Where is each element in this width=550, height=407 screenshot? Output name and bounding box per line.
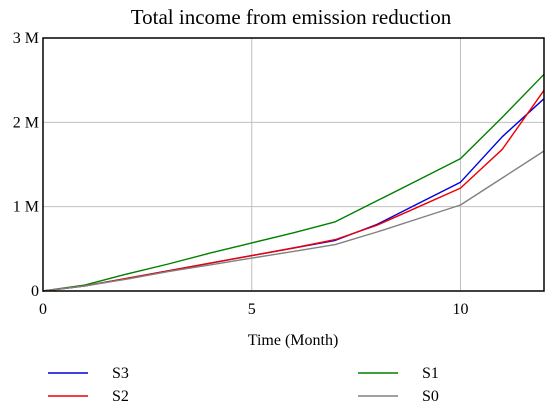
y-tick-label: 1 M: [13, 199, 39, 216]
x-tick-labels: 0 5 10: [39, 301, 469, 318]
chart-title: Total income from emission reduction: [131, 5, 452, 29]
legend-label-s0: S0: [422, 388, 439, 405]
legend-label-s2: S2: [112, 388, 129, 405]
x-tick-label: 5: [248, 301, 256, 318]
y-tick-labels: 0 1 M 2 M 3 M: [13, 30, 39, 300]
grid: [43, 38, 544, 291]
plot-frame: [42, 37, 545, 292]
y-tick-label: 2 M: [13, 114, 39, 131]
series-line-s2: [42, 89, 545, 292]
series-line-s1: [42, 73, 545, 292]
legend: S3 S1 S2 S0: [48, 365, 439, 405]
series-line-s3: [42, 98, 545, 292]
series-lines: [42, 73, 545, 292]
series-line-s0: [42, 150, 545, 292]
y-tick-label: 3 M: [13, 30, 39, 47]
y-tick-label: 0: [31, 283, 39, 300]
x-tick-label: 10: [453, 301, 469, 318]
legend-label-s3: S3: [112, 365, 129, 382]
x-tick-label: 0: [39, 301, 47, 318]
legend-label-s1: S1: [422, 365, 439, 382]
x-axis-label: Time (Month): [248, 332, 339, 349]
